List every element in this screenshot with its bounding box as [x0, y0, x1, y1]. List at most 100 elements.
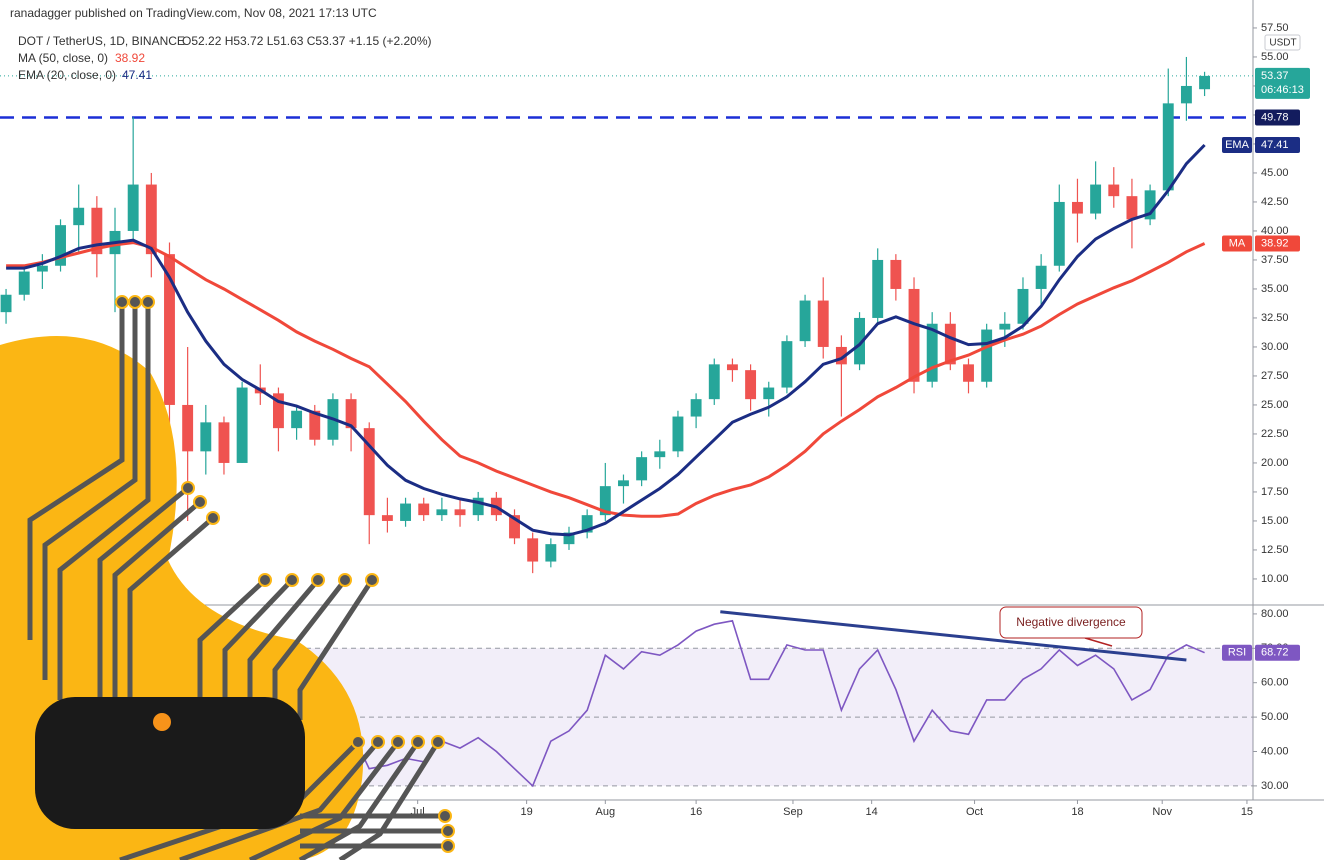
candle-body: [781, 341, 793, 388]
candle-body: [1162, 103, 1174, 191]
candle-body: [363, 428, 375, 516]
candle-body: [36, 265, 48, 272]
candle-body: [200, 422, 212, 452]
support-box: [1255, 109, 1300, 126]
candle-body: [1126, 196, 1138, 220]
candle-body: [908, 288, 920, 382]
series-1-tag: EMA: [1225, 139, 1250, 151]
candle-body: [272, 393, 284, 429]
rsi-value-box: [1255, 644, 1300, 661]
candle-body: [182, 404, 194, 452]
currency-box: [1264, 34, 1301, 51]
support-label: 49.78: [1261, 111, 1289, 123]
y-tick-label: 17.50: [1261, 486, 1289, 498]
annotation-text: Negative divergence: [1016, 615, 1126, 629]
candle-body: [817, 300, 829, 347]
y-tick-label: 12.50: [1261, 544, 1289, 556]
candle-body: [55, 225, 66, 266]
candle-body: [672, 416, 684, 452]
ma-line: [6, 143, 1206, 537]
candle-body: [418, 503, 430, 516]
candle-body: [944, 323, 956, 365]
symbol: DOT / TetherUS, 1D, BINANCE: [18, 34, 185, 48]
candle-body: [400, 503, 412, 521]
candle-body: [381, 515, 393, 521]
candle-body: [454, 509, 466, 516]
candle-body: [527, 538, 539, 562]
candle-body: [18, 271, 30, 295]
series-1-value-box: [1255, 136, 1300, 153]
candle-body: [690, 399, 702, 417]
candle-body: [1035, 265, 1047, 289]
watermark: [0, 295, 455, 860]
candle-body: [91, 207, 103, 255]
publisher-line: ranadagger published on TradingView.com,…: [10, 6, 377, 20]
candle-body: [218, 422, 230, 463]
candle-body: [708, 364, 720, 400]
last-price-box: [1255, 67, 1310, 99]
legend-value: 47.41: [122, 68, 152, 82]
circuit-nodes: [115, 295, 455, 853]
candle-body: [636, 457, 648, 481]
y-tick-label: 55.00: [1261, 51, 1289, 63]
series-0-tag-box: [1222, 235, 1252, 252]
y-tick-label: 45.00: [1261, 167, 1289, 179]
series-0-tag: MA: [1229, 237, 1246, 249]
candle-body: [73, 207, 85, 226]
candle-body: [1072, 201, 1083, 214]
candle-body: [0, 294, 12, 313]
candle-body: [763, 387, 775, 400]
candle-body: [599, 486, 611, 516]
candle-body: [1144, 190, 1156, 220]
ma-line: [6, 241, 1206, 518]
series-0-value-box: [1255, 235, 1300, 252]
candle-body: [345, 399, 357, 429]
candle-body: [890, 259, 902, 289]
series-0-value: 38.92: [1261, 237, 1289, 249]
candle-body: [472, 497, 484, 516]
rsi-tick-label: 80.00: [1261, 608, 1289, 620]
ohlc-text: O52.22 H53.72 L51.63 C53.37 +1.15 (+2.20…: [182, 34, 432, 48]
y-tick-label: 32.50: [1261, 312, 1289, 324]
x-tick-label: 16: [690, 806, 702, 818]
candle-body: [236, 387, 248, 463]
series-1-tag-box: [1222, 136, 1252, 153]
annotation-box: [999, 606, 1143, 639]
rsi-tick-label: 60.00: [1261, 677, 1289, 689]
y-tick-label: 20.00: [1261, 457, 1289, 469]
candle-body: [999, 323, 1011, 330]
y-tick-label: 57.50: [1261, 22, 1289, 34]
x-tick-label: Aug: [596, 806, 616, 818]
y-tick-label: 40.00: [1261, 225, 1289, 237]
candle-body: [872, 259, 884, 318]
x-tick-label: 15: [1241, 806, 1253, 818]
y-tick-label: 42.50: [1261, 196, 1289, 208]
watermark-badge: [35, 697, 305, 829]
rsi-tag: RSI: [1228, 647, 1246, 659]
x-tick-label: 18: [1071, 806, 1083, 818]
ema-legend: EMA (20, close, 0): [18, 68, 116, 82]
candle-body: [436, 509, 448, 516]
candle-body: [1090, 184, 1102, 214]
candle-body: [127, 184, 139, 231]
rsi-value: 68.72: [1261, 647, 1289, 659]
y-tick-label: 25.00: [1261, 399, 1289, 411]
candle-body: [745, 370, 757, 400]
annotation-pointer: [1084, 637, 1113, 647]
ma-legend: MA (50, close, 0): [18, 51, 108, 65]
candle-body: [581, 515, 593, 533]
y-tick-label: 22.50: [1261, 428, 1289, 440]
candle-body: [145, 184, 157, 255]
candle-body: [1017, 288, 1029, 324]
series-1-value: 47.41: [1261, 139, 1289, 151]
y-tick-label: 27.50: [1261, 370, 1289, 382]
candle-body: [854, 317, 865, 365]
candle-body: [164, 254, 175, 405]
candle-body: [835, 346, 847, 365]
y-tick-label: 35.00: [1261, 283, 1289, 295]
x-tick-label: Nov: [1152, 806, 1172, 818]
candle-body: [1199, 75, 1211, 90]
currency-label: USDT: [1269, 38, 1296, 49]
